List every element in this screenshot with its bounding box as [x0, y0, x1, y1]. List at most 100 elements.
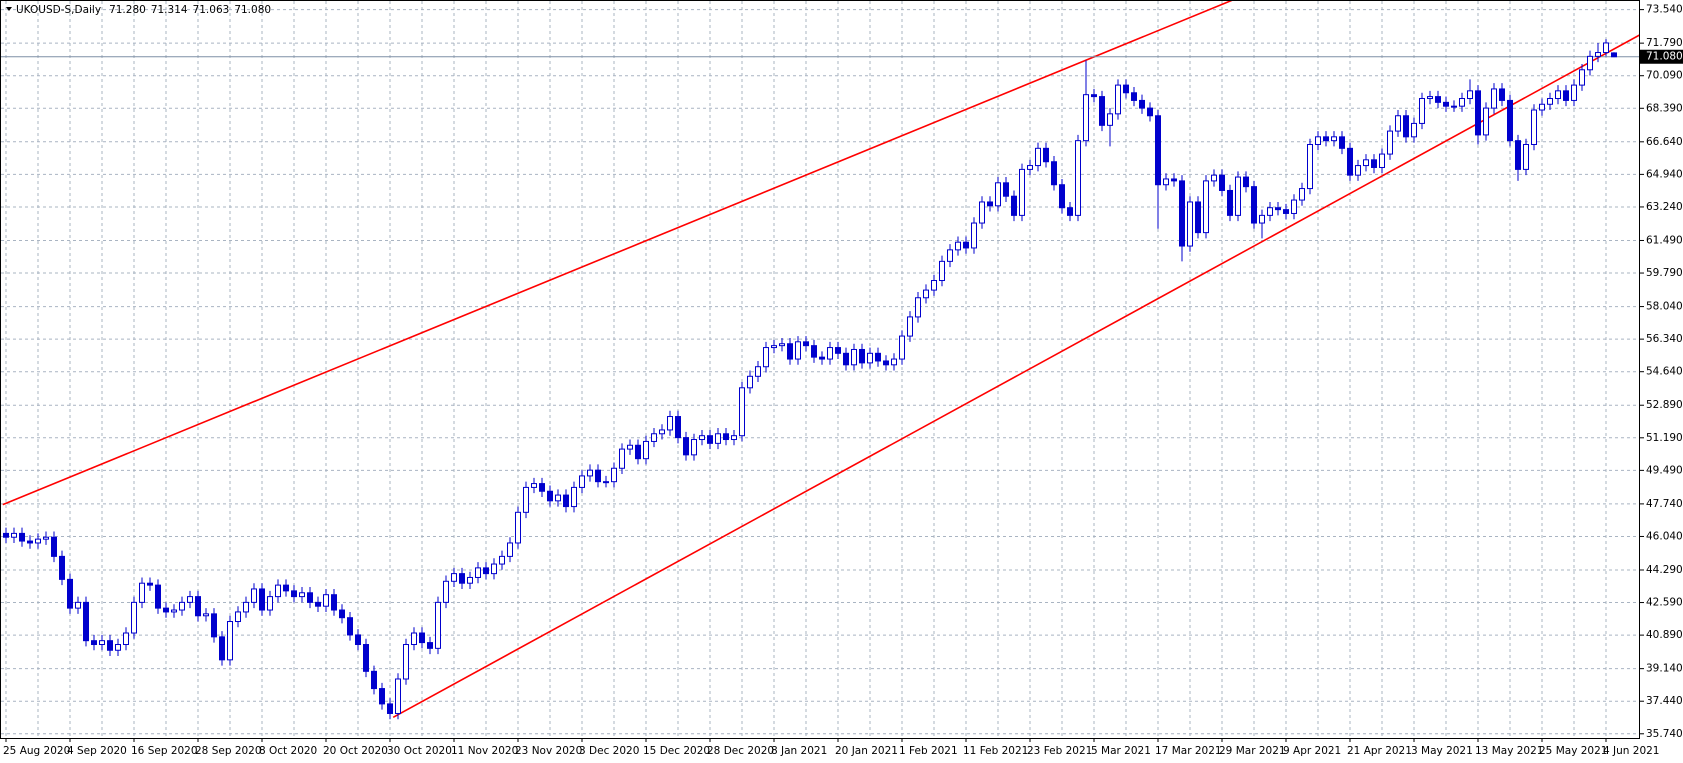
- candle-body: [1523, 143, 1529, 170]
- candle-body: [1515, 140, 1521, 170]
- trendline: [392, 34, 1639, 719]
- candle-body: [731, 435, 737, 441]
- candle-body: [771, 345, 777, 349]
- y-tick-label: 51.190: [1646, 432, 1683, 444]
- candle-body: [1339, 136, 1345, 149]
- candle-body: [1099, 96, 1105, 126]
- y-tick-label: 49.490: [1646, 464, 1683, 476]
- candle-body: [107, 640, 113, 651]
- candle-body: [1363, 159, 1369, 167]
- y-tick-label: 47.740: [1646, 498, 1683, 510]
- candle-body: [11, 532, 17, 538]
- candle-body: [467, 576, 473, 584]
- candle-body: [859, 348, 865, 364]
- candle-body: [563, 494, 569, 508]
- candle-body: [1371, 159, 1377, 168]
- candle-body: [1131, 92, 1137, 101]
- candle-body: [899, 335, 905, 360]
- candle-body: [667, 416, 673, 431]
- candle-body: [1291, 199, 1297, 214]
- y-tick-label: 44.290: [1646, 564, 1683, 576]
- candle-body: [19, 532, 25, 542]
- ohlc-label: 71.063: [193, 4, 230, 16]
- ohlc-label: 71.314: [151, 4, 188, 16]
- candle-body: [91, 640, 97, 646]
- y-tick-label: 63.240: [1646, 201, 1683, 213]
- candle-body: [819, 356, 825, 360]
- candle-body: [1507, 99, 1513, 142]
- candle-body: [555, 494, 561, 502]
- y-tick-label: 70.090: [1646, 70, 1683, 82]
- candle-body: [947, 249, 953, 262]
- candle-body: [1403, 115, 1409, 138]
- candle-body: [459, 573, 465, 584]
- price-tag-label: 71.080: [1646, 51, 1683, 63]
- x-tick-label: 1 Feb 2021: [899, 745, 958, 757]
- candle-body: [115, 644, 121, 651]
- candle-body: [179, 601, 185, 611]
- candle-body: [659, 429, 665, 435]
- x-tick-label: 9 Apr 2021: [1283, 745, 1341, 757]
- candle-body: [707, 435, 713, 444]
- x-tick-label: 8 Oct 2020: [259, 745, 317, 757]
- candle-body: [1115, 84, 1121, 115]
- x-tick-label: 3 May 2021: [1411, 745, 1473, 757]
- candle-body: [883, 360, 889, 366]
- candle-body: [1155, 115, 1161, 186]
- x-tick-label: 28 Sep 2020: [195, 745, 262, 757]
- candle-body: [1259, 214, 1265, 224]
- trendlines: [1, 1, 1639, 719]
- candle-body: [539, 483, 545, 492]
- candle-body: [1075, 140, 1081, 216]
- candle-body: [1411, 122, 1417, 138]
- candle-body: [651, 433, 657, 442]
- x-tick-label: 28 Dec 2020: [707, 745, 774, 757]
- candle-body: [1531, 109, 1537, 145]
- candle-body: [1083, 94, 1089, 142]
- plot-frame: [0, 0, 1640, 739]
- candle-body: [715, 433, 721, 444]
- candle-body: [595, 469, 601, 483]
- candle-body: [259, 588, 265, 611]
- candle-body: [411, 632, 417, 646]
- candle-body: [403, 644, 409, 680]
- y-tick-label: 59.790: [1646, 267, 1683, 279]
- candle-body: [1483, 107, 1489, 136]
- candle-body: [1451, 105, 1457, 108]
- candle-body: [1563, 90, 1569, 101]
- candle-body: [3, 532, 9, 538]
- candle-body: [1163, 178, 1169, 186]
- candle-body: [635, 444, 641, 460]
- candle-body: [867, 352, 873, 364]
- candle-body: [611, 467, 617, 483]
- y-tick-label: 71.790: [1646, 37, 1683, 49]
- candle-body: [1595, 52, 1601, 57]
- candle-body: [1571, 84, 1577, 101]
- candle-body: [747, 375, 753, 389]
- candle-body: [1387, 130, 1393, 155]
- candle-body: [355, 634, 361, 646]
- candle-body: [995, 182, 1001, 207]
- x-tick-label: 15 Dec 2020: [643, 745, 710, 757]
- candle-body: [1491, 88, 1497, 109]
- candle-body: [235, 611, 241, 623]
- x-tick-label: 25 Aug 2020: [3, 745, 70, 757]
- candle-body: [907, 316, 913, 337]
- candle-body: [1275, 207, 1281, 211]
- y-tick-label: 61.490: [1646, 234, 1683, 246]
- candle-body: [1147, 107, 1153, 117]
- candle-body: [219, 636, 225, 661]
- candle-body: [851, 348, 857, 366]
- candle-body: [1091, 94, 1097, 98]
- candle-body: [331, 594, 337, 611]
- candle-body: [139, 582, 145, 603]
- candle-body: [419, 632, 425, 644]
- candle-body: [371, 670, 377, 690]
- candle-body: [171, 609, 177, 613]
- candle-body: [779, 343, 785, 347]
- candle-body: [1019, 168, 1025, 216]
- candle-body: [195, 596, 201, 617]
- candle-body: [1467, 90, 1473, 100]
- candle-body: [1299, 188, 1305, 201]
- candle-body: [27, 540, 33, 544]
